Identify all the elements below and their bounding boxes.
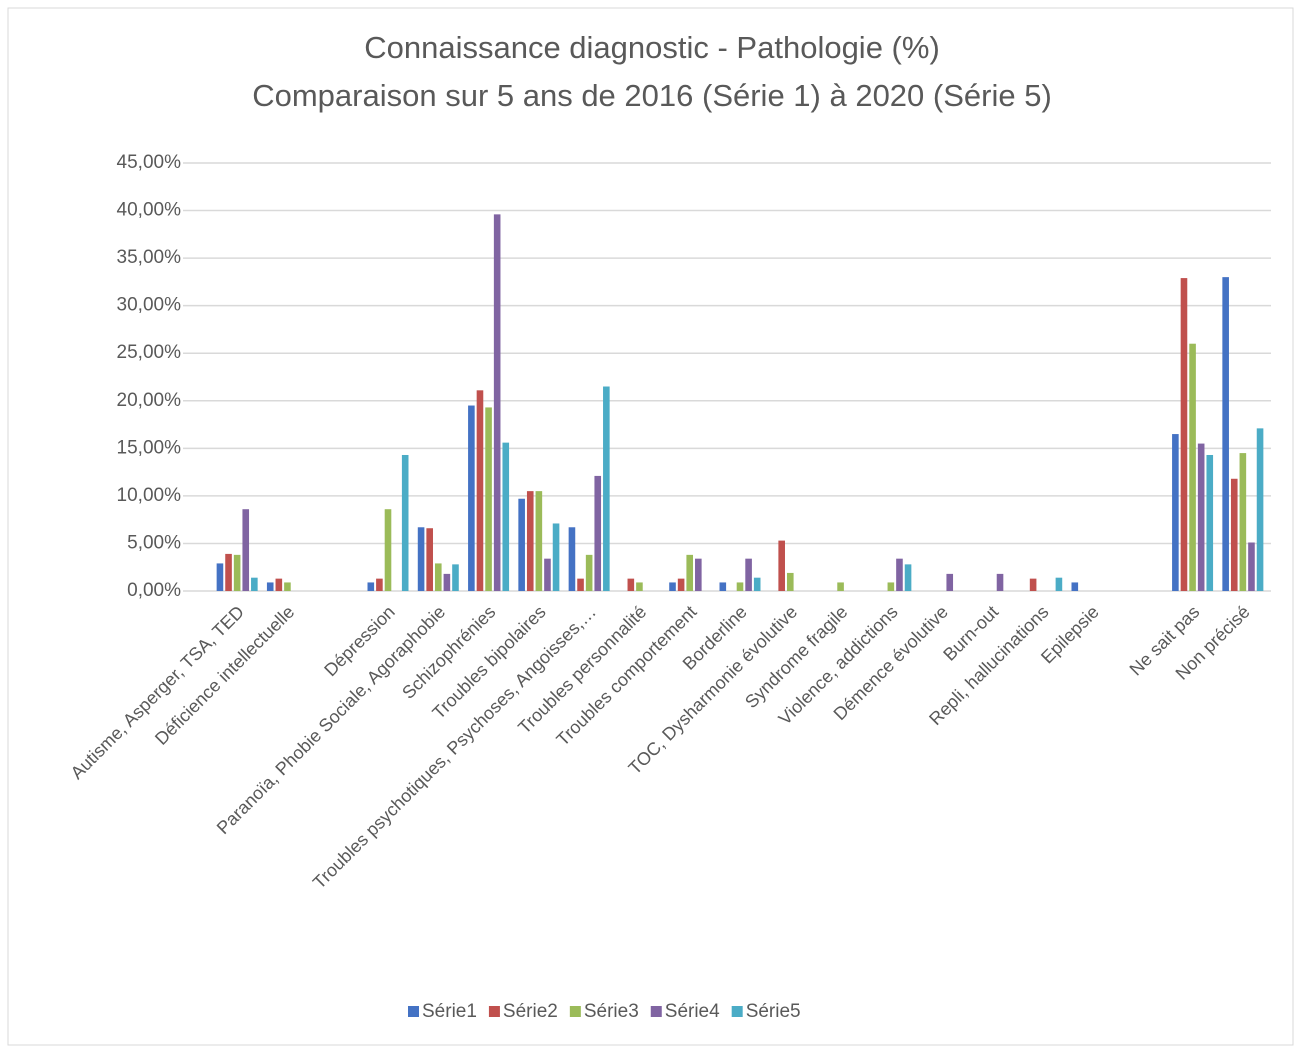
chart-subtitle: Comparaison sur 5 ans de 2016 (Série 1) … xyxy=(252,78,1052,113)
bar xyxy=(544,558,551,591)
bar xyxy=(837,582,844,591)
bar xyxy=(695,558,702,591)
legend-swatch xyxy=(650,1006,662,1017)
bar xyxy=(736,582,744,591)
legend-swatch xyxy=(731,1006,743,1017)
bar xyxy=(526,491,534,591)
bar xyxy=(594,475,602,591)
bar xyxy=(1206,454,1214,591)
bar xyxy=(896,558,903,591)
legend-label: Série2 xyxy=(503,1001,558,1022)
bar xyxy=(669,582,676,591)
legend-swatch xyxy=(488,1006,500,1017)
bar xyxy=(745,558,752,591)
bar xyxy=(686,554,694,591)
bar xyxy=(1071,582,1079,591)
bar xyxy=(535,491,543,591)
bar xyxy=(493,214,501,592)
y-tick-label: 0,00% xyxy=(127,580,181,601)
bar xyxy=(384,509,392,591)
bar xyxy=(485,407,492,591)
bar xyxy=(284,582,291,591)
bar xyxy=(552,523,560,591)
bar xyxy=(1256,428,1264,591)
bar xyxy=(225,553,232,591)
y-tick-label: 45,00% xyxy=(117,152,182,173)
bar xyxy=(1197,443,1205,591)
bar xyxy=(401,454,409,591)
bar xyxy=(1248,542,1255,591)
bar xyxy=(216,563,224,591)
bar xyxy=(1172,434,1179,591)
bar xyxy=(1239,453,1247,591)
bar xyxy=(1189,343,1196,591)
chart-title: Connaissance diagnostic - Pathologie (%) xyxy=(364,30,940,65)
bar xyxy=(443,573,451,591)
bar xyxy=(577,578,584,591)
bar xyxy=(786,572,794,591)
bar xyxy=(887,582,895,591)
bar xyxy=(677,578,685,591)
bar xyxy=(242,509,250,591)
bar xyxy=(233,554,241,591)
y-tick-label: 25,00% xyxy=(117,342,182,363)
bar xyxy=(426,528,433,591)
bar xyxy=(417,527,425,591)
bar xyxy=(452,564,459,591)
y-tick-label: 20,00% xyxy=(117,390,182,411)
legend-swatch xyxy=(408,1006,419,1017)
bar xyxy=(1222,277,1229,591)
legend-swatch xyxy=(569,1006,581,1017)
bar xyxy=(636,582,643,591)
legend-label: Série4 xyxy=(665,1001,720,1022)
bar xyxy=(1230,478,1238,591)
bar xyxy=(904,564,912,591)
bar xyxy=(518,498,525,591)
legend-label: Série1 xyxy=(422,1001,477,1022)
bar xyxy=(502,442,510,591)
y-tick-label: 30,00% xyxy=(117,295,182,316)
bar xyxy=(275,578,283,591)
y-tick-label: 5,00% xyxy=(127,532,181,553)
bar xyxy=(367,582,375,591)
y-tick-label: 10,00% xyxy=(117,485,182,506)
legend-label: Série5 xyxy=(746,1001,801,1022)
bar xyxy=(753,577,761,591)
bar xyxy=(585,554,593,591)
bar xyxy=(627,578,635,591)
bar xyxy=(266,582,274,591)
bar xyxy=(946,573,954,591)
y-tick-label: 40,00% xyxy=(117,200,182,221)
chart-frame xyxy=(7,7,1294,1046)
bar xyxy=(476,390,484,591)
legend-label: Série3 xyxy=(584,1001,639,1022)
bar xyxy=(376,578,383,591)
y-tick-label: 35,00% xyxy=(117,247,182,268)
bar xyxy=(434,563,442,591)
bar xyxy=(1180,278,1188,591)
bar xyxy=(251,577,258,591)
bar xyxy=(568,527,576,591)
y-tick-label: 15,00% xyxy=(117,437,182,458)
bar xyxy=(719,582,727,591)
bar xyxy=(1055,577,1063,591)
bar xyxy=(468,405,475,591)
bar xyxy=(996,573,1004,591)
bar xyxy=(603,386,610,591)
bar xyxy=(1029,578,1037,591)
bar xyxy=(778,540,785,591)
